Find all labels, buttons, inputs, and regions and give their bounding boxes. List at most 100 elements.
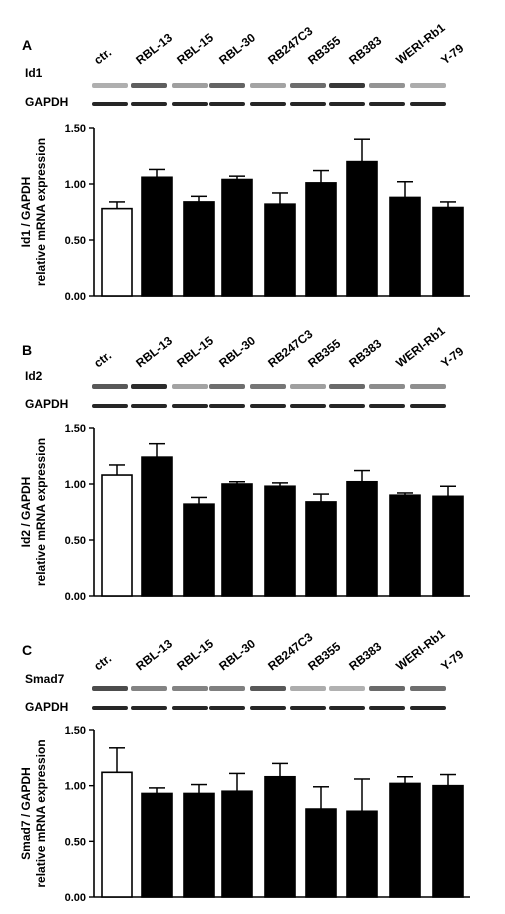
panel-b-gene-band bbox=[250, 384, 286, 389]
panel-a-bar bbox=[432, 206, 464, 297]
panel-a-gene-band bbox=[131, 83, 167, 88]
panel-a-gene-label: Id1 bbox=[25, 66, 43, 80]
panel-c-control-band bbox=[172, 706, 208, 710]
panel-b-bar bbox=[305, 501, 337, 597]
panel-c-gene-band bbox=[329, 686, 365, 691]
panel-a-bar bbox=[346, 160, 378, 297]
panel-a-lane-label: ctr. bbox=[91, 45, 114, 67]
panel-a-control-band bbox=[209, 102, 245, 106]
panel-b-gene-band bbox=[172, 384, 208, 389]
panel-a-letter: A bbox=[22, 37, 32, 53]
panel-b-control-band bbox=[329, 404, 365, 408]
panel-a-bar bbox=[389, 196, 421, 297]
panel-c-bar bbox=[346, 810, 378, 898]
panel-a-lane-label: RBL-15 bbox=[174, 30, 216, 67]
panel-c-control-label: GAPDH bbox=[25, 700, 68, 714]
panel-b-gene-band bbox=[369, 384, 405, 389]
panel-c-gene-label: Smad7 bbox=[25, 672, 65, 686]
panel-b-letter: B bbox=[22, 342, 32, 358]
panel-b-bar bbox=[221, 483, 253, 597]
panel-c-y-tick-label: 0.50 bbox=[65, 836, 86, 848]
panel-b-lane-label: RBL-15 bbox=[174, 333, 216, 370]
panel-b-gene-band bbox=[290, 384, 326, 389]
panel-c-lane-label: WERI-Rb1 bbox=[393, 626, 448, 673]
panel-b-control-band bbox=[172, 404, 208, 408]
panel-b-bar bbox=[432, 495, 464, 597]
panel-c-control-band bbox=[92, 706, 128, 710]
panel-a-y-label-line1: Id1 / GAPDH bbox=[19, 177, 33, 248]
panel-c-bar bbox=[432, 784, 464, 898]
panel-a-y-tick-label: 1.00 bbox=[65, 179, 86, 191]
panel-b-control-band bbox=[209, 404, 245, 408]
panel-b-y-label-line1: Id2 / GAPDH bbox=[19, 477, 33, 548]
panel-b-y-tick-label: 0.00 bbox=[65, 591, 86, 603]
panel-c-y-label-line2: relative mRNA expression bbox=[34, 739, 48, 887]
panel-a-lane-label: RBL-13 bbox=[133, 30, 175, 67]
panel-a-lane-label: Y-79 bbox=[438, 41, 466, 67]
panel-a-y-tick-label: 1.50 bbox=[65, 123, 86, 135]
panel-c-y-tick-label: 0.00 bbox=[65, 892, 86, 904]
panel-c-lane-label: RBL-15 bbox=[174, 636, 216, 673]
panel-b-gene-band bbox=[410, 384, 446, 389]
panel-a-control-band bbox=[410, 102, 446, 106]
panel-b-lane-label: WERI-Rb1 bbox=[393, 323, 448, 370]
panel-a-lane-label: RBL-30 bbox=[216, 30, 258, 67]
panel-b-lane-label: ctr. bbox=[91, 348, 114, 370]
panel-b-control-label: GAPDH bbox=[25, 397, 68, 411]
panel-b-bar bbox=[264, 485, 296, 597]
panel-c-gene-band bbox=[92, 686, 128, 691]
panel-c-bar bbox=[264, 775, 296, 898]
panel-a-bar bbox=[221, 178, 253, 297]
panel-a-control-band bbox=[329, 102, 365, 106]
panel-a-gene-band bbox=[209, 83, 245, 88]
panel-b-control-band bbox=[369, 404, 405, 408]
panel-a-y-tick-label: 0.50 bbox=[65, 235, 86, 247]
panel-b-gene-label: Id2 bbox=[25, 369, 43, 383]
panel-b-y-tick-label: 1.00 bbox=[65, 479, 86, 491]
panel-b-gene-band bbox=[92, 384, 128, 389]
panel-c-y-tick-label: 1.50 bbox=[65, 725, 86, 737]
panel-b-gene-band bbox=[329, 384, 365, 389]
panel-c-gene-band bbox=[172, 686, 208, 691]
panel-b-y-tick-label: 0.50 bbox=[65, 535, 86, 547]
panel-c-bar bbox=[305, 808, 337, 898]
panel-b-lane-label: RBL-30 bbox=[216, 333, 258, 370]
panel-a-y-label-line2: relative mRNA expression bbox=[34, 138, 48, 286]
panel-c-lane-label: Y-79 bbox=[438, 647, 466, 673]
panel-a-control-band bbox=[250, 102, 286, 106]
panel-b-bar bbox=[101, 474, 133, 597]
panel-c-gene-band bbox=[410, 686, 446, 691]
panel-b-lane-label: RBL-13 bbox=[133, 333, 175, 370]
panel-a-gene-band bbox=[250, 83, 286, 88]
panel-c-gene-band bbox=[131, 686, 167, 691]
panel-c-control-band bbox=[369, 706, 405, 710]
panel-c-control-band bbox=[410, 706, 446, 710]
panel-c-lane-label: RBL-30 bbox=[216, 636, 258, 673]
panel-b-control-band bbox=[92, 404, 128, 408]
panel-b-bar bbox=[183, 503, 215, 597]
panel-a-control-band bbox=[92, 102, 128, 106]
panel-c-y-label-line1: Smad7 / GAPDH bbox=[19, 767, 33, 860]
panel-a-gene-band bbox=[290, 83, 326, 88]
panel-c-lane-label: RBL-13 bbox=[133, 636, 175, 673]
panel-c-gene-band bbox=[250, 686, 286, 691]
panel-c-control-band bbox=[209, 706, 245, 710]
panel-c-bar bbox=[141, 792, 173, 898]
panel-b-lane-label: RB383 bbox=[346, 336, 384, 370]
panel-a-control-band bbox=[290, 102, 326, 106]
panel-a-control-band bbox=[131, 102, 167, 106]
panel-c-bar bbox=[183, 792, 215, 898]
panel-c-bar bbox=[221, 790, 253, 898]
panel-a-control-band bbox=[172, 102, 208, 106]
panel-b-lane-label: Y-79 bbox=[438, 344, 466, 370]
panel-c-lane-label: ctr. bbox=[91, 651, 114, 673]
panel-a-bar bbox=[101, 207, 133, 297]
panel-c-control-band bbox=[250, 706, 286, 710]
panel-b-bar bbox=[346, 480, 378, 597]
panel-b-gene-band bbox=[131, 384, 167, 389]
panel-b-control-band bbox=[290, 404, 326, 408]
panel-c-control-band bbox=[290, 706, 326, 710]
